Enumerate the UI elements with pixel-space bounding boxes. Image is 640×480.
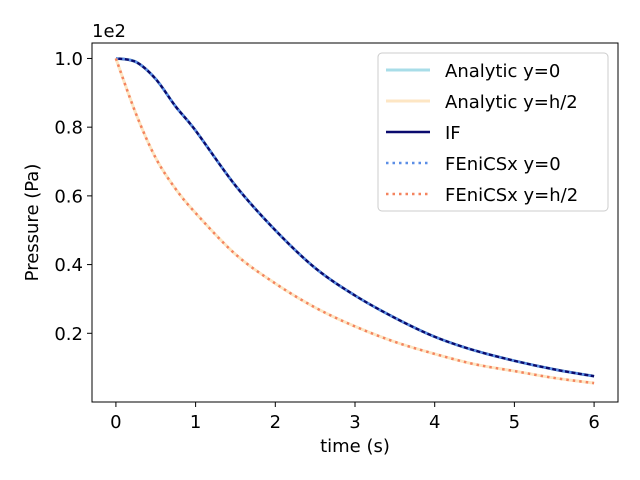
legend: Analytic y=0 Analytic y=h/2 IF FEniCSx y=0 F… [377, 52, 609, 212]
legend-label: FEniCSx y=0 [445, 154, 561, 175]
legend-label: FEniCSx y=h/2 [445, 185, 578, 206]
y-tick-label: 0.2 [54, 324, 83, 345]
y-tick-label: 0.6 [54, 186, 83, 207]
y-axis: 0.2 0.4 0.6 0.8 1.0 [54, 49, 92, 345]
series-line-4 [114, 58, 595, 385]
y-tick-label: 1.0 [54, 49, 83, 70]
series-line-3 [115, 57, 595, 378]
x-axis-label: time (s) [320, 436, 390, 457]
series-lines [114, 56, 595, 385]
x-tick-label: 0 [110, 412, 121, 433]
x-tick-label: 4 [429, 412, 440, 433]
legend-label: IF [445, 123, 461, 144]
legend-label: Analytic y=h/2 [445, 92, 578, 113]
legend-label: Analytic y=0 [445, 61, 560, 82]
x-tick-label: 3 [349, 412, 360, 433]
y-offset-text: 1e2 [92, 21, 126, 42]
y-tick-label: 0.8 [54, 118, 83, 139]
x-tick-label: 2 [270, 412, 281, 433]
legend-box [377, 52, 609, 212]
x-tick-label: 1 [190, 412, 201, 433]
x-axis: 0 1 2 3 4 5 6 [110, 402, 600, 433]
y-axis-label: Pressure (Pa) [22, 164, 43, 282]
y-tick-label: 0.4 [54, 255, 83, 276]
x-tick-label: 5 [509, 412, 520, 433]
x-tick-label: 6 [588, 412, 599, 433]
